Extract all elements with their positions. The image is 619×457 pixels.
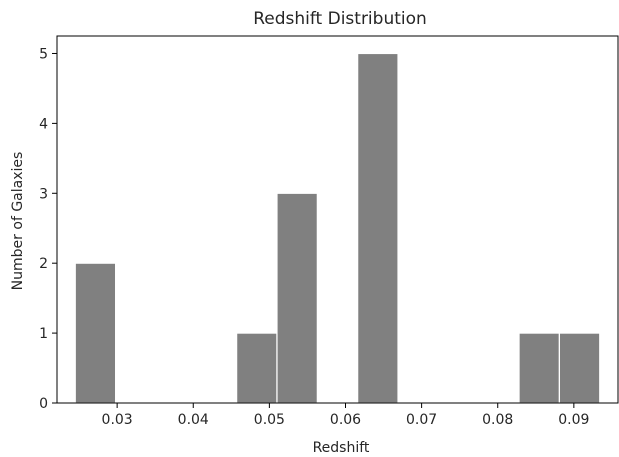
histogram-bar-7 <box>357 52 399 404</box>
x-tick-label: 0.04 <box>178 412 209 428</box>
histogram-bar-0 <box>74 262 117 404</box>
histogram-bar-5 <box>276 192 318 404</box>
x-tick-label: 0.03 <box>102 412 133 428</box>
x-tick-label: 0.08 <box>482 412 513 428</box>
x-tick-label: 0.07 <box>406 412 437 428</box>
histogram-bar-12 <box>558 332 601 404</box>
y-tick-label: 5 <box>39 46 48 62</box>
y-tick-label: 2 <box>39 256 48 272</box>
histogram-bar-4 <box>236 332 278 404</box>
x-tick-label: 0.05 <box>254 412 285 428</box>
bars-group <box>74 52 601 404</box>
plot-frame <box>56 35 619 404</box>
histogram-bar-11 <box>518 332 560 404</box>
x-axis-label: Redshift <box>313 440 370 456</box>
y-tick-label: 1 <box>39 326 48 342</box>
y-axis-ticks: 0 1 2 3 4 5 <box>39 46 57 412</box>
x-tick-label: 0.06 <box>330 412 361 428</box>
chart-title: Redshift Distribution <box>253 9 427 29</box>
y-tick-label: 3 <box>39 186 48 202</box>
x-tick-label: 0.09 <box>558 412 589 428</box>
y-tick-label: 0 <box>39 396 48 412</box>
x-axis-ticks: 0.03 0.04 0.05 0.06 0.07 0.08 0.09 <box>102 403 589 428</box>
y-axis-label: Number of Galaxies <box>10 152 26 291</box>
y-tick-label: 4 <box>39 116 48 132</box>
